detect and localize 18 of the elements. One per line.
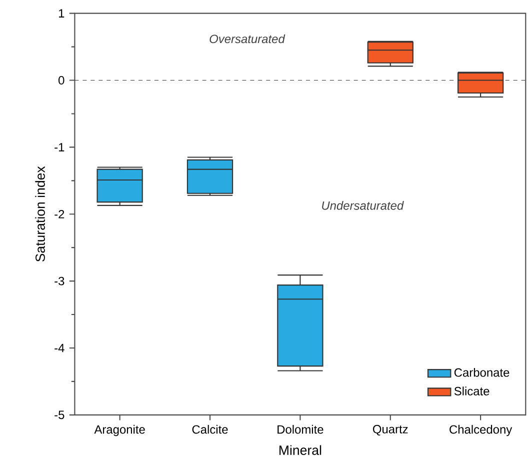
x-tick-label: Calcite [192, 424, 228, 434]
x-axis-title: Mineral [279, 445, 322, 455]
y-tick-label: 0 [58, 76, 64, 84]
y-tick-label: -2 [54, 210, 64, 218]
y-tick-label: -5 [54, 410, 64, 419]
legend-label: Slicate [454, 386, 490, 396]
annotation: Undersaturated [322, 200, 404, 210]
legend-label: Carbonate [454, 368, 510, 377]
y-tick-label: -1 [54, 142, 64, 152]
y-tick-label: -4 [54, 344, 64, 352]
y-tick-label: -3 [54, 276, 64, 286]
x-tick-label: Chalcedony [450, 424, 512, 436]
x-tick-label: Dolomite [278, 424, 324, 434]
x-tick-label: Aragonite [94, 424, 145, 436]
y-tick-label: 1 [58, 9, 64, 18]
annotation: Oversaturated [210, 34, 286, 44]
x-tick-label: Quartz [372, 424, 408, 436]
y-axis-title: Saturation index [35, 166, 45, 262]
